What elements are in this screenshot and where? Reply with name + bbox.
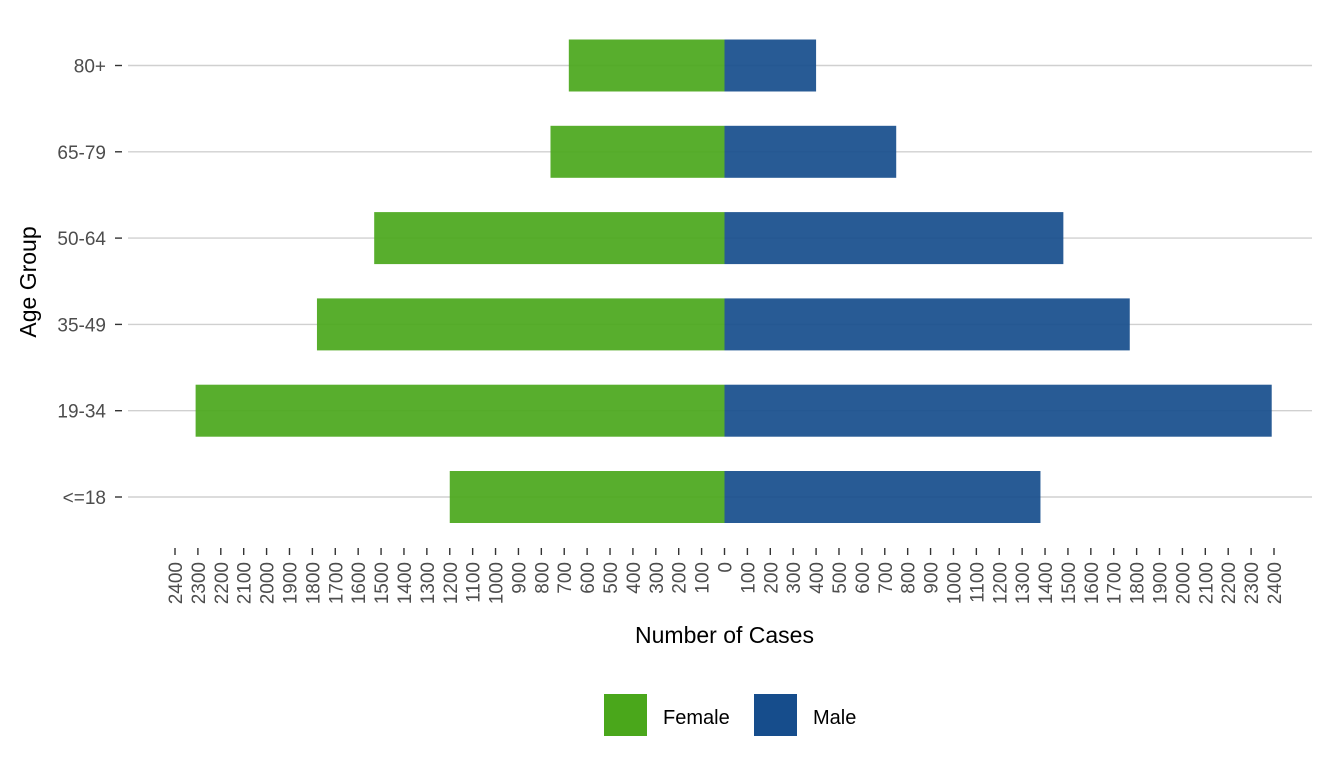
x-tick-label-23: 100 xyxy=(693,562,714,594)
x-tick-label-11: 1300 xyxy=(418,562,439,604)
legend-swatch-male xyxy=(754,694,797,736)
x-tick-label-2: 2200 xyxy=(212,562,233,604)
x-tick-label-17: 700 xyxy=(555,562,576,594)
y-tick-label-65-79: 65-79 xyxy=(57,143,106,164)
x-tick-label-22: 200 xyxy=(670,562,691,594)
x-tick-label-39: 1500 xyxy=(1059,562,1080,604)
x-tick-label-8: 1600 xyxy=(349,562,370,604)
x-tick-label-16: 800 xyxy=(532,562,553,594)
x-tick-label-13: 1100 xyxy=(464,562,485,603)
x-tick-label-9: 1500 xyxy=(372,562,393,604)
x-tick-label-18: 600 xyxy=(578,562,599,594)
legend-label-female: Female xyxy=(663,707,730,729)
x-tick-label-36: 1200 xyxy=(990,562,1011,604)
x-tick-label-30: 600 xyxy=(853,562,874,594)
bar-female-80plus xyxy=(568,39,725,92)
x-tick-label-27: 300 xyxy=(784,562,805,594)
x-tick-label-35: 1100 xyxy=(967,562,988,603)
x-tick-label-4: 2000 xyxy=(258,562,279,604)
x-tick-label-0: 2400 xyxy=(166,562,187,604)
y-tick-label-35-49: 35-49 xyxy=(57,315,106,336)
x-tick-label-12: 1200 xyxy=(441,562,462,604)
bar-male-35-49 xyxy=(724,298,1130,351)
x-tick-label-43: 1900 xyxy=(1151,562,1172,604)
bar-female-65-79 xyxy=(550,125,725,178)
x-tick-label-26: 200 xyxy=(761,562,782,594)
x-tick-label-15: 900 xyxy=(509,562,530,594)
x-tick-label-41: 1700 xyxy=(1105,562,1126,604)
x-tick-label-44: 2000 xyxy=(1173,562,1194,604)
x-tick-label-20: 400 xyxy=(624,562,645,594)
x-tick-label-32: 800 xyxy=(899,562,920,594)
y-tick-label-50-64: 50-64 xyxy=(57,229,106,250)
bar-female-50-64 xyxy=(374,212,725,265)
x-axis-title: Number of Cases xyxy=(635,622,814,648)
x-tick-label-10: 1400 xyxy=(395,562,416,604)
x-tick-label-46: 2200 xyxy=(1219,562,1240,604)
x-tick-label-25: 100 xyxy=(738,562,759,594)
bar-female-35-49 xyxy=(316,298,725,351)
bar-male-50-64 xyxy=(724,212,1064,265)
x-tick-label-19: 500 xyxy=(601,562,622,594)
x-tick-label-1: 2300 xyxy=(189,562,210,604)
x-tick-label-5: 1900 xyxy=(280,562,301,604)
x-tick-label-6: 1800 xyxy=(303,562,324,604)
bars xyxy=(195,39,1272,523)
x-tick-label-45: 2100 xyxy=(1196,562,1217,604)
x-tick-label-34: 1000 xyxy=(944,562,965,604)
x-tick-label-7: 1700 xyxy=(326,562,347,604)
x-tick-label-33: 900 xyxy=(922,562,943,594)
bar-female-19-34 xyxy=(195,384,725,437)
bar-male-19-34 xyxy=(724,384,1272,437)
y-tick-label-19-34: 19-34 xyxy=(57,402,106,423)
legend-label-male: Male xyxy=(813,707,856,729)
y-tick-label-80plus: 80+ xyxy=(74,57,106,78)
y-tick-label-le18: <=18 xyxy=(63,488,106,509)
bar-male-le18 xyxy=(724,471,1041,523)
x-tick-label-42: 1800 xyxy=(1128,562,1149,604)
x-tick-label-37: 1300 xyxy=(1013,562,1034,604)
x-tick-label-38: 1400 xyxy=(1036,562,1057,604)
bar-male-80plus xyxy=(724,39,817,92)
x-tick-label-28: 400 xyxy=(807,562,828,594)
x-tick-label-14: 1000 xyxy=(487,562,508,604)
x-tick-label-21: 300 xyxy=(647,562,668,594)
x-axis-ticks: 2400 2300 2200 2100 2000 1900 1800 1700 1600 1500… xyxy=(166,548,1286,604)
x-tick-label-40: 1600 xyxy=(1082,562,1103,604)
legend-swatch-female xyxy=(604,694,647,736)
x-tick-label-47: 2300 xyxy=(1242,562,1263,604)
x-tick-label-31: 700 xyxy=(876,562,897,594)
bar-female-le18 xyxy=(449,471,725,523)
x-tick-label-48: 2400 xyxy=(1265,562,1286,604)
y-axis-title: Age Group xyxy=(15,226,41,337)
x-tick-label-24: 0 xyxy=(716,562,737,573)
x-tick-label-3: 2100 xyxy=(235,562,256,604)
x-tick-label-29: 500 xyxy=(830,562,851,594)
y-axis-ticks: <=18 19-34 35-49 50-64 65-79 80+ xyxy=(57,57,122,509)
legend: Female Male xyxy=(604,694,856,736)
bar-male-65-79 xyxy=(724,125,897,178)
